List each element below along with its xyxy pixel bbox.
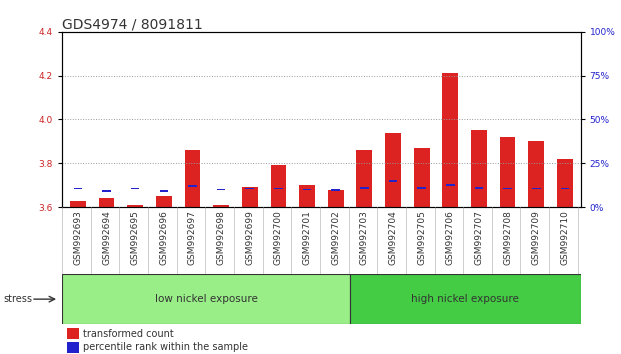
Text: GSM992703: GSM992703 <box>360 210 369 266</box>
Text: GSM992706: GSM992706 <box>446 210 455 266</box>
Bar <box>62 274 350 324</box>
Text: stress: stress <box>3 294 32 304</box>
Text: percentile rank within the sample: percentile rank within the sample <box>83 342 248 352</box>
FancyBboxPatch shape <box>73 188 82 189</box>
Bar <box>350 274 581 324</box>
Bar <box>156 196 171 207</box>
FancyBboxPatch shape <box>503 188 512 189</box>
Bar <box>271 165 286 207</box>
Text: GSM992702: GSM992702 <box>331 210 340 265</box>
Text: low nickel exposure: low nickel exposure <box>155 294 258 304</box>
FancyBboxPatch shape <box>102 190 111 192</box>
Bar <box>67 342 79 353</box>
Bar <box>299 185 315 207</box>
Bar <box>442 74 458 207</box>
Text: GSM992700: GSM992700 <box>274 210 283 266</box>
Bar <box>242 187 258 207</box>
FancyBboxPatch shape <box>274 188 283 189</box>
FancyBboxPatch shape <box>446 184 455 185</box>
Text: GSM992705: GSM992705 <box>417 210 426 266</box>
Text: GSM992695: GSM992695 <box>130 210 140 266</box>
Text: transformed count: transformed count <box>83 329 174 339</box>
FancyBboxPatch shape <box>389 180 397 182</box>
Text: GSM992694: GSM992694 <box>102 210 111 265</box>
Text: GDS4974 / 8091811: GDS4974 / 8091811 <box>62 18 203 32</box>
FancyBboxPatch shape <box>131 188 140 189</box>
Text: GSM992710: GSM992710 <box>560 210 569 266</box>
FancyBboxPatch shape <box>561 188 569 189</box>
FancyBboxPatch shape <box>332 189 340 191</box>
FancyBboxPatch shape <box>217 189 225 190</box>
FancyBboxPatch shape <box>245 188 254 189</box>
Bar <box>385 133 401 207</box>
FancyBboxPatch shape <box>303 189 311 190</box>
Bar <box>528 141 544 207</box>
Bar <box>414 148 430 207</box>
Text: GSM992697: GSM992697 <box>188 210 197 266</box>
FancyBboxPatch shape <box>474 187 483 189</box>
Text: GSM992708: GSM992708 <box>503 210 512 266</box>
Bar <box>557 159 573 207</box>
Text: GSM992704: GSM992704 <box>389 210 397 265</box>
Bar <box>67 328 79 339</box>
Text: GSM992701: GSM992701 <box>302 210 312 266</box>
Bar <box>328 189 343 207</box>
Bar <box>213 205 229 207</box>
Text: GSM992693: GSM992693 <box>73 210 83 266</box>
Bar <box>471 130 487 207</box>
Text: high nickel exposure: high nickel exposure <box>412 294 519 304</box>
Text: GSM992709: GSM992709 <box>532 210 541 266</box>
FancyBboxPatch shape <box>417 187 426 189</box>
Text: GSM992707: GSM992707 <box>474 210 483 266</box>
FancyBboxPatch shape <box>360 187 369 189</box>
Bar <box>356 150 372 207</box>
FancyBboxPatch shape <box>160 190 168 192</box>
Bar <box>70 200 86 207</box>
FancyBboxPatch shape <box>532 188 540 189</box>
Bar <box>184 150 201 207</box>
Bar <box>500 137 515 207</box>
Text: GSM992699: GSM992699 <box>245 210 254 266</box>
Text: GSM992696: GSM992696 <box>160 210 168 266</box>
Bar <box>127 205 143 207</box>
Bar <box>99 198 114 207</box>
Text: GSM992698: GSM992698 <box>217 210 225 266</box>
FancyBboxPatch shape <box>188 185 197 187</box>
